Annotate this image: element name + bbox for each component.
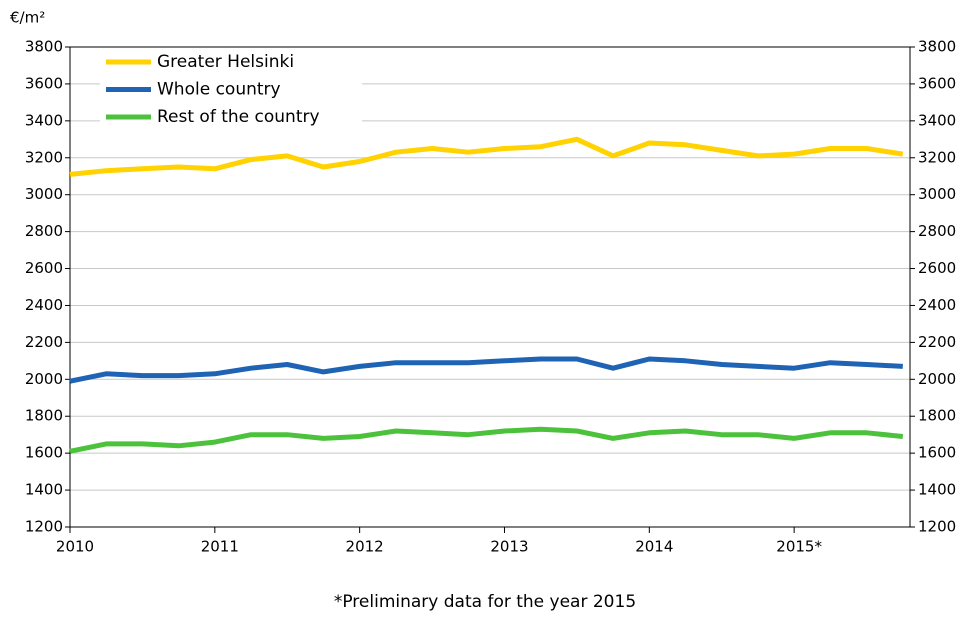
y2-tick-label: 2800: [918, 222, 956, 240]
y-tick-label: 3000: [25, 185, 63, 203]
footnote: *Preliminary data for the year 2015: [334, 592, 636, 612]
y-tick-label: 3200: [25, 148, 63, 166]
legend-label: Rest of the country: [157, 107, 320, 127]
y2-tick-label: 3200: [918, 148, 956, 166]
y-tick-label: 2000: [25, 370, 63, 388]
x-tick-label: 2011: [201, 538, 239, 556]
y2-tick-label: 1600: [918, 444, 956, 462]
y2-tick-label: 3800: [918, 38, 956, 56]
y2-tick-label: 2200: [918, 333, 956, 351]
x-tick-label: 2013: [490, 538, 528, 556]
y2-tick-label: 3600: [918, 74, 956, 92]
y-tick-label: 2400: [25, 296, 63, 314]
x-tick-label: 2015*: [776, 538, 822, 556]
y2-tick-label: 3000: [918, 185, 956, 203]
unit-label: €/m²: [10, 9, 45, 27]
y2-tick-label: 3400: [918, 111, 956, 129]
y-tick-label: 3800: [25, 38, 63, 56]
x-tick-label: 2014: [635, 538, 673, 556]
legend-label: Greater Helsinki: [157, 52, 294, 72]
y-tick-label: 1200: [25, 518, 63, 536]
y2-tick-label: 1800: [918, 407, 956, 425]
series-line: [69, 426, 904, 454]
y-tick-label: 2800: [25, 222, 63, 240]
y-tick-label: 2200: [25, 333, 63, 351]
legend-label: Whole country: [157, 80, 281, 100]
series-line: [69, 136, 904, 177]
x-tick-label: 2010: [56, 538, 94, 556]
y-tick-label: 1600: [25, 444, 63, 462]
y-tick-label: 2600: [25, 259, 63, 277]
y-tick-label: 3400: [25, 111, 63, 129]
y-tick-label: 1400: [25, 481, 63, 499]
series-line: [69, 356, 903, 384]
y-tick-label: 1800: [25, 407, 63, 425]
y2-tick-label: 2000: [918, 370, 956, 388]
y2-tick-label: 1400: [918, 481, 956, 499]
y2-tick-label: 1200: [918, 518, 956, 536]
x-tick-label: 2012: [346, 538, 384, 556]
y2-tick-label: 2600: [918, 259, 956, 277]
y-tick-label: 3600: [25, 74, 63, 92]
y2-tick-label: 2400: [918, 296, 956, 314]
